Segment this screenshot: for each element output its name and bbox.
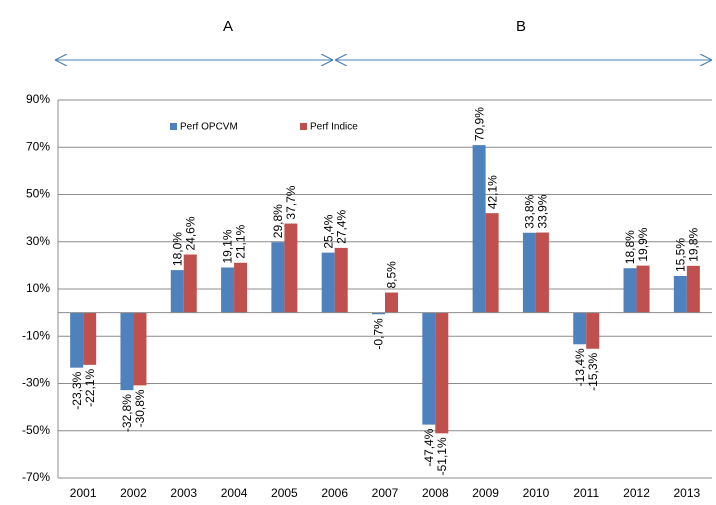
bar (435, 312, 449, 434)
bar (385, 292, 398, 313)
x-tick-label: 2004 (221, 486, 248, 500)
bar (70, 312, 84, 368)
bar (221, 267, 235, 313)
y-tick-label: 90% (26, 92, 50, 106)
data-label: 19,1% (221, 229, 235, 263)
y-tick-label: -50% (22, 423, 50, 437)
legend-swatch (300, 123, 307, 130)
annotation: A (223, 18, 233, 35)
data-label: 15,5% (674, 238, 688, 272)
bar (623, 268, 637, 313)
bar (522, 232, 536, 313)
data-label: -15,3% (586, 352, 600, 390)
legend-label: Perf Indice (310, 122, 358, 133)
y-tick-label: 70% (26, 139, 50, 153)
bar (83, 312, 97, 365)
data-label: -47,4% (422, 428, 436, 466)
y-tick-label: 50% (26, 187, 50, 201)
data-label: 18,0% (170, 232, 184, 266)
data-label: 19,9% (636, 227, 650, 261)
bar (372, 312, 385, 315)
data-label: 29,8% (271, 204, 285, 238)
x-tick-label: 2010 (523, 486, 550, 500)
annotation: B (516, 18, 526, 35)
y-tick-label: 10% (26, 281, 50, 295)
x-tick-label: 2009 (472, 486, 499, 500)
x-tick-label: 2006 (321, 486, 348, 500)
legend-label: Perf OPCVM (180, 122, 238, 133)
bar (485, 213, 499, 313)
bar (422, 312, 436, 425)
data-label: 70,9% (472, 107, 486, 141)
data-label: -23,3% (70, 371, 84, 409)
bar (234, 262, 248, 313)
data-label: 24,6% (183, 216, 197, 250)
legend-swatch (170, 123, 177, 130)
x-tick-label: 2011 (573, 486, 599, 500)
data-label: 27,4% (334, 210, 348, 244)
data-label: 33,8% (523, 194, 537, 228)
bar (535, 232, 549, 313)
data-label: -30,8% (133, 389, 147, 427)
x-tick-label: 2008 (422, 486, 449, 500)
bar (120, 312, 134, 391)
data-label: 21,1% (234, 224, 248, 258)
bar (284, 223, 298, 313)
x-tick-label: 2012 (623, 486, 650, 500)
bar (183, 254, 197, 313)
data-label: 33,9% (536, 194, 550, 228)
y-tick-label: -70% (22, 470, 50, 484)
data-label: 37,7% (284, 185, 298, 219)
data-label: -13,4% (573, 348, 587, 386)
x-tick-label: 2013 (673, 486, 700, 500)
data-label: 18,8% (623, 230, 637, 264)
y-tick-label: -30% (22, 376, 50, 390)
bar (334, 247, 348, 313)
x-tick-label: 2002 (120, 486, 147, 500)
data-label: 42,1% (485, 175, 499, 209)
y-tick-label: -10% (22, 328, 50, 342)
x-tick-label: 2007 (372, 486, 399, 500)
bar (636, 265, 650, 313)
bar (586, 312, 600, 349)
bar (271, 242, 285, 313)
data-label: 8,5% (385, 261, 399, 289)
y-tick-label: 30% (26, 234, 50, 248)
bar (686, 265, 700, 313)
bar (472, 145, 486, 313)
bar (133, 312, 147, 386)
data-label: -51,1% (435, 437, 449, 475)
data-label: -0,7% (372, 318, 386, 350)
bar (573, 312, 587, 345)
bar (321, 252, 335, 313)
x-tick-label: 2003 (170, 486, 197, 500)
x-tick-label: 2001 (70, 486, 97, 500)
bar (673, 276, 687, 313)
legend-background (115, 112, 415, 142)
bar (170, 270, 184, 313)
data-label: -22,1% (83, 369, 97, 407)
data-label: -32,8% (120, 394, 134, 432)
data-label: 25,4% (321, 214, 335, 248)
data-label: 19,8% (687, 227, 701, 261)
x-tick-label: 2005 (271, 486, 298, 500)
